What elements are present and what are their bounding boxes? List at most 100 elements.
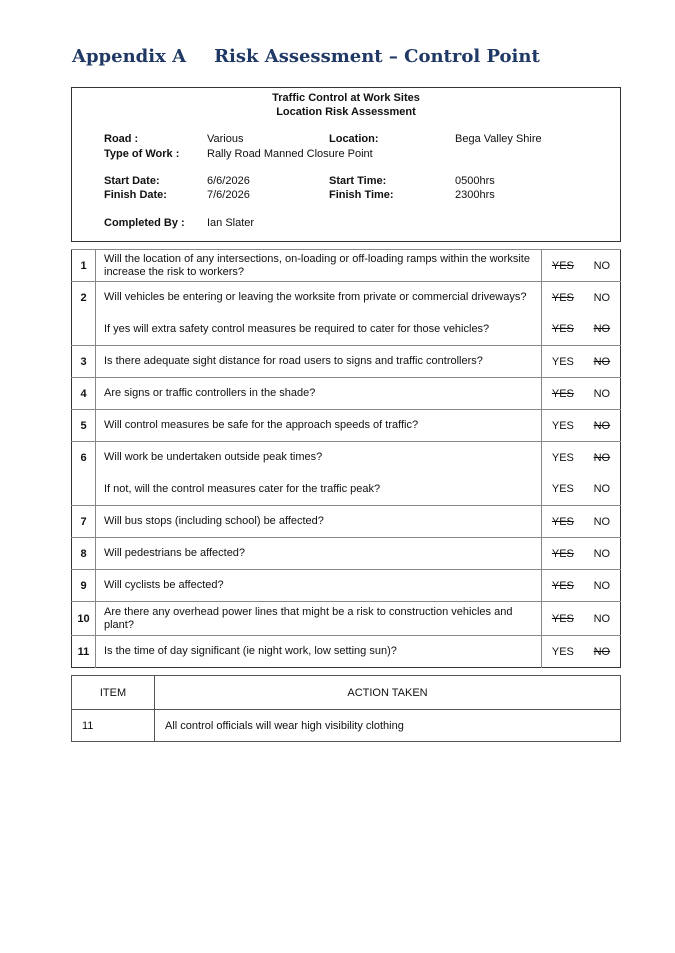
item-header: ITEM xyxy=(71,675,155,710)
no-option: NO xyxy=(593,419,611,432)
question-row: 9 Will cyclists be affected? YES NO xyxy=(71,569,621,602)
finish-date-value: 7/6/2026 xyxy=(207,189,250,201)
no-option: NO xyxy=(593,355,611,368)
question-row: 11 Is the time of day significant (ie ni… xyxy=(71,635,621,668)
question-row: 7 Will bus stops (including school) be a… xyxy=(71,505,621,538)
yes-option: YES xyxy=(551,259,574,272)
header-line2: Location Risk Assessment xyxy=(276,106,416,118)
question-row: If yes will extra safety control measure… xyxy=(71,313,621,346)
question-text: Is the time of day significant (ie night… xyxy=(95,635,542,668)
yes-option: YES xyxy=(551,419,574,432)
question-row: 1 Will the location of any intersections… xyxy=(71,249,621,282)
no-option: NO xyxy=(593,645,611,658)
answer-cell: YES NO xyxy=(541,537,621,570)
header-line1: Traffic Control at Work Sites xyxy=(272,92,420,104)
start-date-label: Start Date: xyxy=(104,175,160,187)
yes-option: YES xyxy=(551,483,574,496)
question-number: 9 xyxy=(71,569,96,602)
question-text: Will vehicles be entering or leaving the… xyxy=(95,281,542,314)
start-time-value: 0500hrs xyxy=(455,175,495,187)
start-time-label: Start Time: xyxy=(329,175,387,187)
yes-option: YES xyxy=(551,645,574,658)
question-number xyxy=(71,473,96,506)
answer-cell: YES NO xyxy=(541,249,621,282)
no-option: NO xyxy=(593,515,611,528)
yes-option: YES xyxy=(551,515,574,528)
title-text: Risk Assessment – Control Point xyxy=(214,46,540,67)
question-number: 11 xyxy=(71,635,96,668)
finish-date-label: Finish Date: xyxy=(104,189,167,201)
completed-value: Ian Slater xyxy=(207,217,255,229)
question-row: 6 Will work be undertaken outside peak t… xyxy=(71,441,621,474)
completed-label: Completed By : xyxy=(104,217,185,229)
action-table: ITEM ACTION TAKEN 11 All control officials… xyxy=(71,675,621,742)
answer-cell: YES NO xyxy=(541,569,621,602)
finish-time-value: 2300hrs xyxy=(455,189,495,201)
answer-cell: YES NO xyxy=(542,314,621,346)
question-number: 2 xyxy=(71,281,96,314)
start-date-value: 6/6/2026 xyxy=(207,175,250,187)
question-number xyxy=(71,313,96,346)
question-number: 8 xyxy=(71,537,96,570)
location-value: Bega Valley Shire xyxy=(455,133,542,145)
no-option: NO xyxy=(593,451,611,464)
appendix-label: Appendix A xyxy=(72,46,187,67)
assessment-header: Traffic Control at Work Sites Location R… xyxy=(71,87,621,242)
page-title: Appendix A Risk Assessment – Control Poin… xyxy=(72,46,540,67)
question-row: If not, will the control measures cater … xyxy=(71,473,621,506)
no-option: NO xyxy=(593,483,611,496)
question-text: Is there adequate sight distance for roa… xyxy=(95,345,542,378)
answer-cell: YES NO xyxy=(541,505,621,538)
no-option: NO xyxy=(593,291,611,304)
question-number: 4 xyxy=(71,377,96,410)
action-row: 11 All control officials will wear high v… xyxy=(71,709,621,742)
question-number: 7 xyxy=(71,505,96,538)
no-option: NO xyxy=(593,387,611,400)
road-label: Road : xyxy=(104,133,139,145)
work-label: Type of Work : xyxy=(104,148,180,160)
question-number: 1 xyxy=(71,249,96,282)
question-text: If yes will extra safety control measure… xyxy=(95,313,542,346)
answer-cell: YES NO xyxy=(541,409,621,442)
yes-option: YES xyxy=(551,355,574,368)
question-row: 8 Will pedestrians be affected? YES NO xyxy=(71,537,621,570)
answer-cell: YES NO xyxy=(541,377,621,410)
question-row: 5 Will control measures be safe for the … xyxy=(71,409,621,442)
question-number: 6 xyxy=(71,441,96,474)
action-header: ACTION TAKEN xyxy=(154,675,621,710)
question-text: Will control measures be safe for the ap… xyxy=(95,409,542,442)
question-number: 10 xyxy=(71,601,96,636)
question-row: 4 Are signs or traffic controllers in th… xyxy=(71,377,621,410)
risk-assessment-table: 1 Will the location of any intersections… xyxy=(71,249,621,668)
question-number: 5 xyxy=(71,409,96,442)
no-option: NO xyxy=(593,579,611,592)
question-text: Will work be undertaken outside peak tim… xyxy=(95,441,542,474)
question-row: 2 Will vehicles be entering or leaving t… xyxy=(71,281,621,314)
question-text: If not, will the control measures cater … xyxy=(95,473,542,506)
no-option: NO xyxy=(593,547,611,560)
question-text: Will bus stops (including school) be aff… xyxy=(95,505,542,538)
no-option: NO xyxy=(593,259,611,272)
yes-option: YES xyxy=(551,387,574,400)
question-text: Will pedestrians be affected? xyxy=(95,537,542,570)
action-item: 11 xyxy=(71,709,155,742)
question-text: Will the location of any intersections, … xyxy=(95,249,542,282)
question-row: 10 Are there any overhead power lines th… xyxy=(71,601,621,636)
action-header-row: ITEM ACTION TAKEN xyxy=(71,675,621,710)
question-number: 3 xyxy=(71,345,96,378)
answer-cell: YES NO xyxy=(541,345,621,378)
yes-option: YES xyxy=(551,579,574,592)
question-text: Will cyclists be affected? xyxy=(95,569,542,602)
answer-cell: YES NO xyxy=(542,474,621,506)
question-row: 3 Is there adequate sight distance for r… xyxy=(71,345,621,378)
yes-option: YES xyxy=(551,323,574,336)
yes-option: YES xyxy=(551,612,574,625)
no-option: NO xyxy=(593,612,611,625)
answer-cell: YES NO xyxy=(541,635,621,668)
road-value: Various xyxy=(207,133,244,145)
answer-cell: YES NO xyxy=(541,601,621,636)
yes-option: YES xyxy=(551,451,574,464)
finish-time-label: Finish Time: xyxy=(329,189,394,201)
location-label: Location: xyxy=(329,133,379,145)
yes-option: YES xyxy=(551,291,574,304)
